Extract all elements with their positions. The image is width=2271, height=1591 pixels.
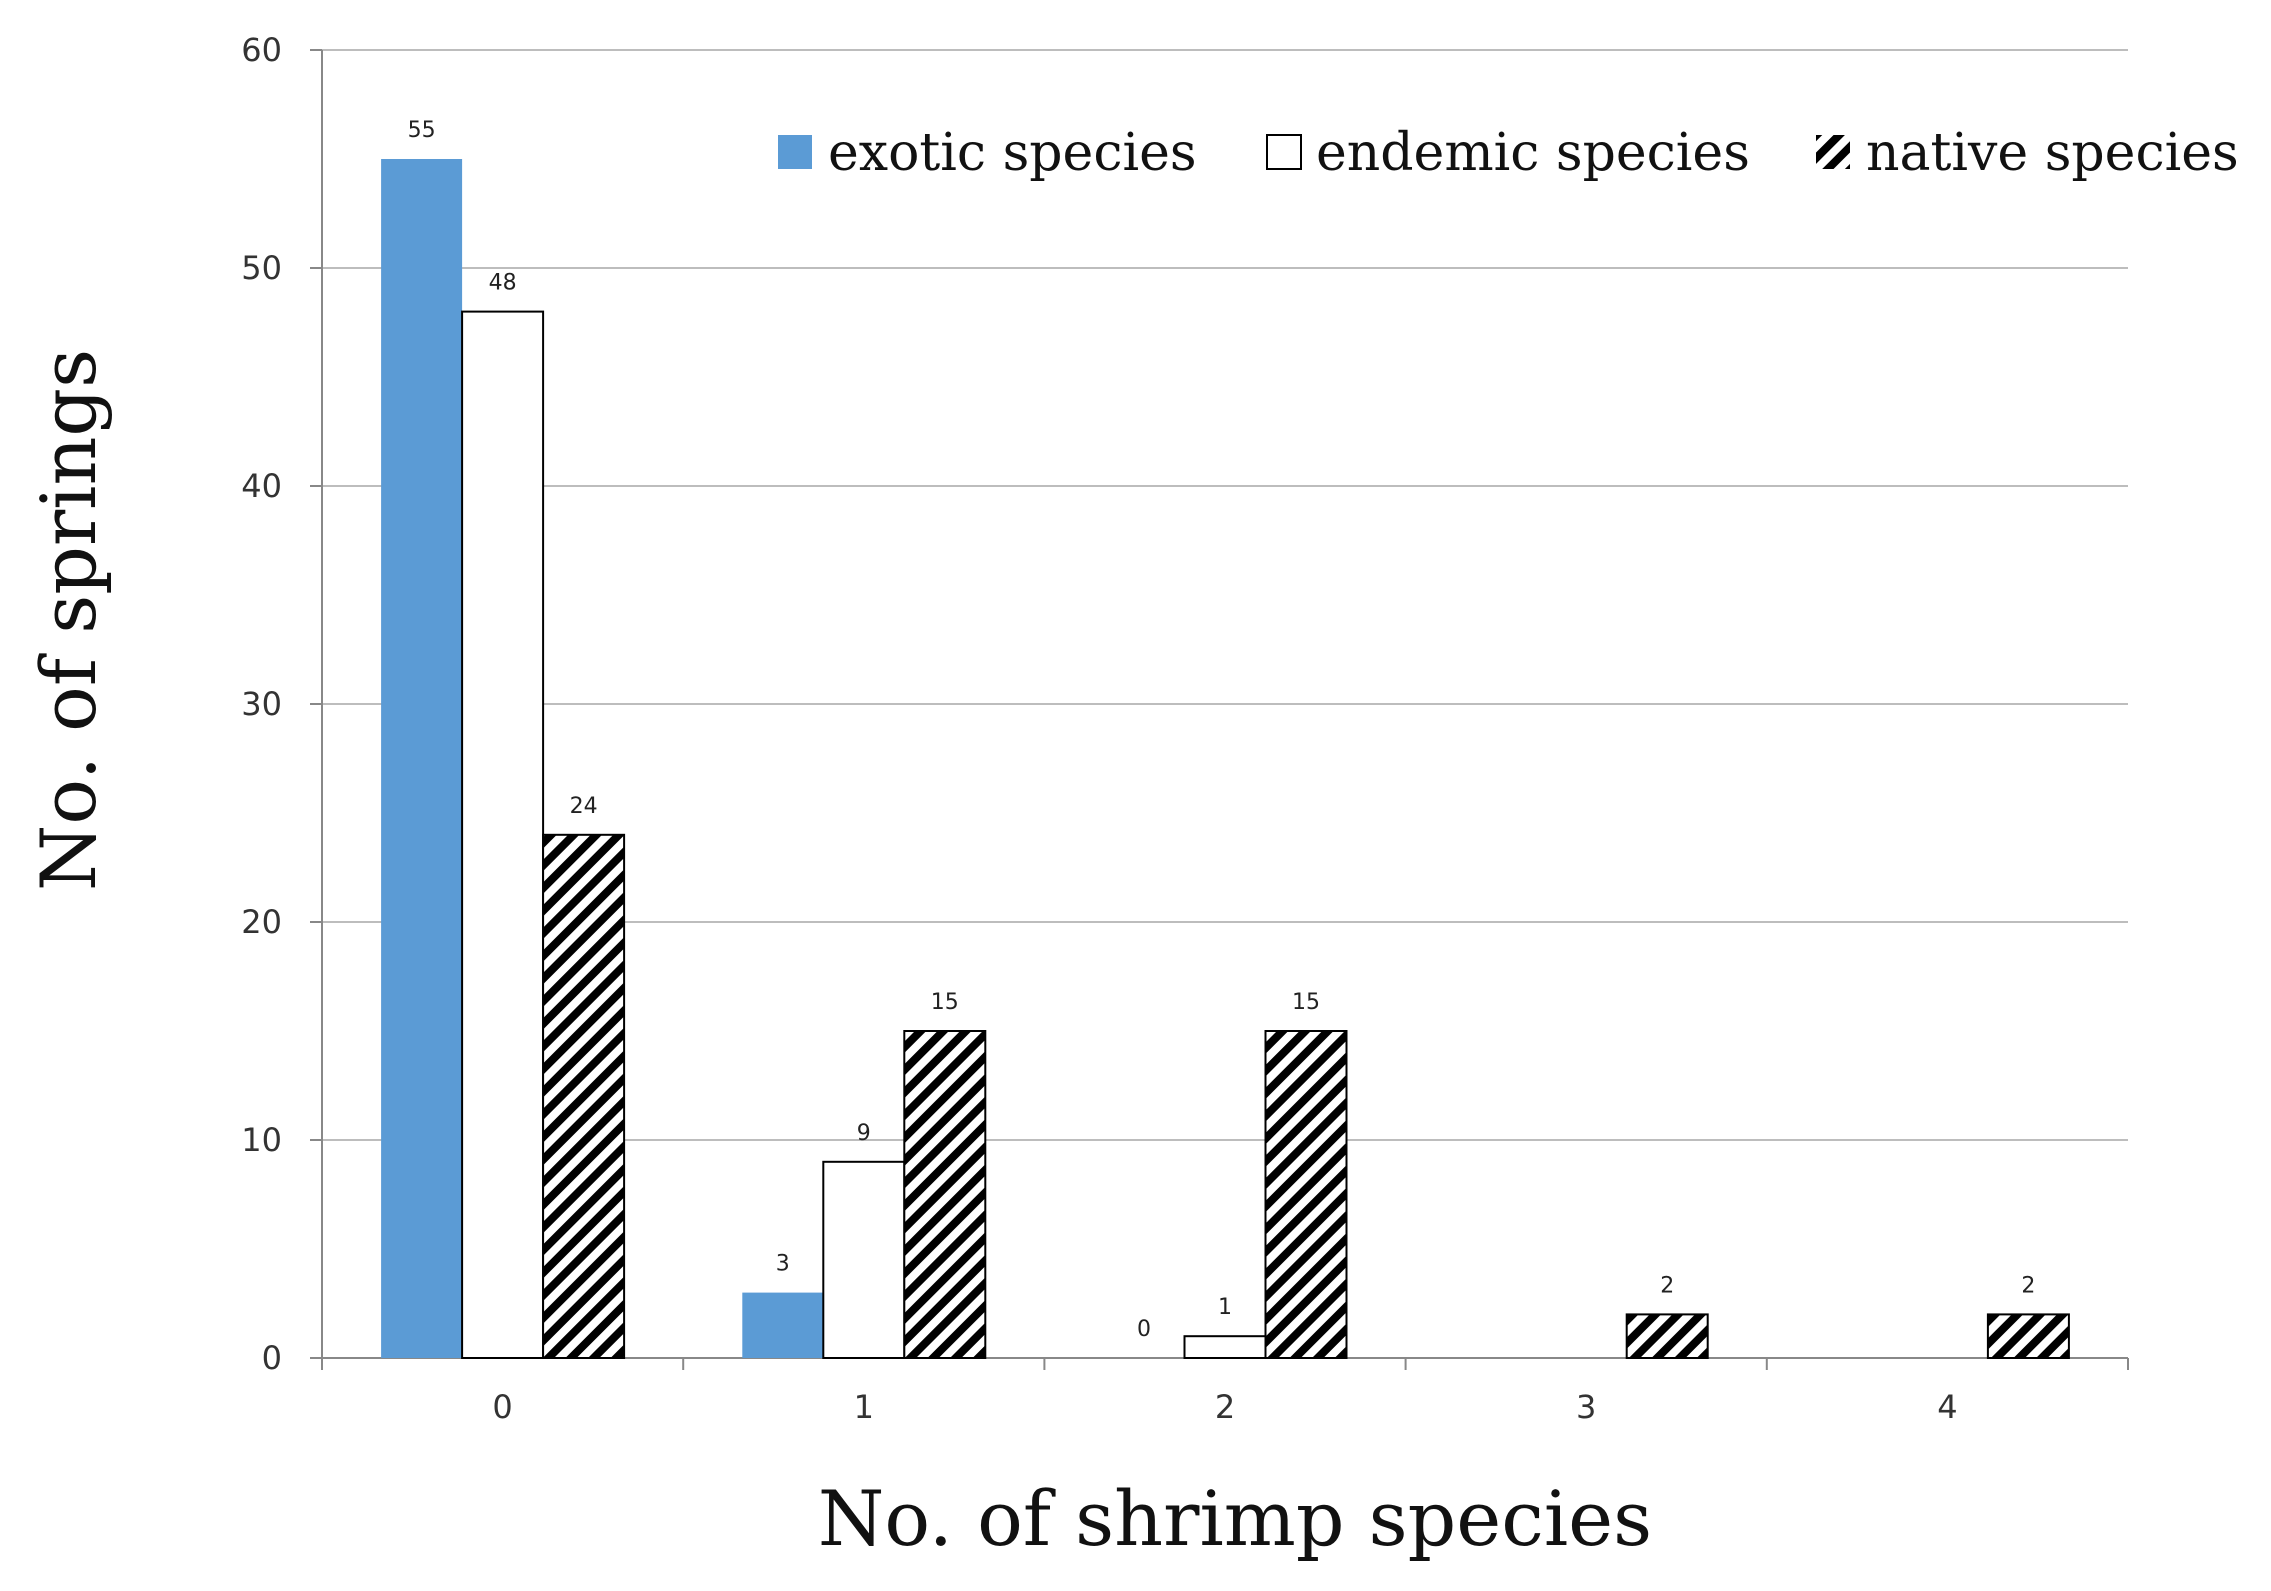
data-labels: 55 3 0 48 9 1 24 15 15 2 2 bbox=[408, 118, 2036, 1342]
bar-exotic-species-1 bbox=[742, 1292, 824, 1358]
data-label: 3 bbox=[776, 1252, 790, 1277]
bar-native-species-4 bbox=[1986, 1313, 2070, 1360]
y-tick-label: 60 bbox=[241, 31, 282, 69]
bars bbox=[381, 159, 2070, 1360]
y-tick-label: 20 bbox=[241, 903, 282, 941]
data-label: 55 bbox=[408, 118, 436, 143]
x-tick-label: 0 bbox=[492, 1388, 512, 1426]
bar-native-species-0 bbox=[542, 833, 626, 1359]
legend-swatch bbox=[1266, 134, 1302, 170]
legend-swatch bbox=[778, 135, 812, 169]
y-tick-label: 10 bbox=[241, 1121, 282, 1159]
bar-native-species-1 bbox=[903, 1030, 987, 1359]
legend-item-endemic-species: endemic species bbox=[1266, 123, 1750, 183]
data-label: 15 bbox=[1292, 990, 1320, 1015]
data-label: 2 bbox=[2021, 1273, 2035, 1298]
bar-endemic-species-1 bbox=[822, 1160, 906, 1360]
x-tick-label: 1 bbox=[854, 1388, 874, 1426]
bar-native-species-3 bbox=[1625, 1313, 1709, 1360]
data-label: 9 bbox=[857, 1121, 871, 1146]
x-axis-title: No. of shrimp species bbox=[818, 1474, 1652, 1563]
y-tick-label: 30 bbox=[241, 685, 282, 723]
data-label: 48 bbox=[489, 271, 517, 296]
legend: exotic species endemic species native spec… bbox=[778, 123, 2239, 183]
legend-label: endemic species bbox=[1316, 123, 1750, 183]
y-axis-title: No. of springs bbox=[24, 349, 113, 891]
bar-endemic-species-2 bbox=[1183, 1335, 1267, 1359]
data-label: 2 bbox=[1660, 1273, 1674, 1298]
data-label: 0 bbox=[1137, 1317, 1151, 1342]
legend-item-native-species: native species bbox=[1816, 123, 2239, 183]
bar-endemic-species-0 bbox=[461, 310, 545, 1360]
y-tick-label: 50 bbox=[241, 249, 282, 287]
legend-label: exotic species bbox=[828, 123, 1197, 183]
legend-label: native species bbox=[1866, 123, 2239, 183]
bar-native-species-2 bbox=[1264, 1030, 1348, 1359]
x-tick-label: 2 bbox=[1215, 1388, 1235, 1426]
legend-item-exotic-species: exotic species bbox=[778, 123, 1197, 183]
data-label: 24 bbox=[570, 794, 598, 819]
y-tick-label: 0 bbox=[262, 1339, 282, 1377]
legend-swatch bbox=[1816, 135, 1850, 169]
y-tick-label: 40 bbox=[241, 467, 282, 505]
bar-exotic-species-0 bbox=[381, 159, 463, 1358]
x-tick-label: 4 bbox=[1937, 1388, 1957, 1426]
data-label: 15 bbox=[931, 990, 959, 1015]
data-label: 1 bbox=[1218, 1295, 1232, 1320]
x-tick-label: 3 bbox=[1576, 1388, 1596, 1426]
